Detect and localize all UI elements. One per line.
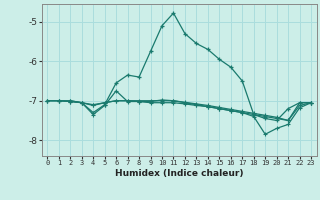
X-axis label: Humidex (Indice chaleur): Humidex (Indice chaleur) [115, 169, 244, 178]
